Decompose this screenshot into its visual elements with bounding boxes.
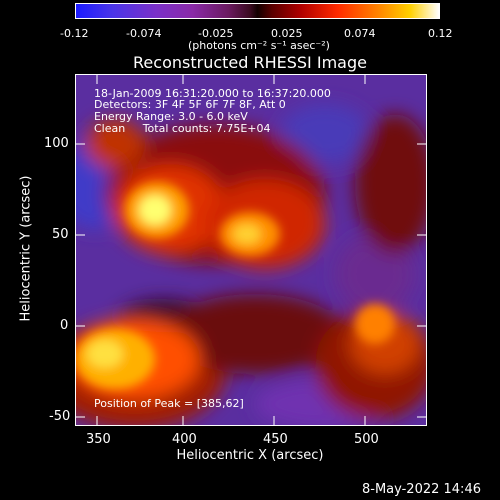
- footer-date: 8-May-2022 14:46: [362, 482, 481, 497]
- overlay-detectors: Detectors: 3F 4F 5F 6F 7F 8F, Att 0: [94, 98, 286, 111]
- x-tick-label: 450: [263, 432, 288, 447]
- colorbar-tick: 0.025: [271, 27, 303, 40]
- colorbar-units: (photons cm⁻² s⁻¹ asec⁻²): [188, 39, 330, 52]
- colorbar-tick: -0.12: [60, 27, 89, 40]
- y-tick-label: 0: [60, 318, 69, 333]
- overlay-peak: Position of Peak = [385,62]: [94, 397, 244, 410]
- y-tick-label: 100: [44, 136, 69, 151]
- x-tick-label: 400: [172, 432, 197, 447]
- y-tick-label: -50: [49, 409, 71, 424]
- colorbar-tick: 0.074: [344, 27, 376, 40]
- x-axis-label: Heliocentric X (arcsec): [176, 448, 324, 463]
- colorbar-tick: -0.025: [198, 27, 234, 40]
- overlay-time: 18-Jan-2009 16:31:20.000 to 16:37:20.000: [94, 87, 331, 100]
- axis-tick-marks: [75, 74, 427, 426]
- overlay-energy: Energy Range: 3.0 - 6.0 keV: [94, 110, 248, 123]
- colorbar-tick: -0.074: [126, 27, 162, 40]
- y-axis-label: Heliocentric Y (arcsec): [18, 175, 34, 322]
- x-tick-label: 500: [354, 432, 379, 447]
- colorbar: [75, 3, 440, 19]
- y-tick-label: 50: [52, 227, 69, 242]
- colorbar-tick: 0.12: [428, 27, 453, 40]
- overlay-clean: Clean Total counts: 7.75E+04: [94, 122, 271, 135]
- rhessi-image: [75, 74, 427, 426]
- x-tick-label: 350: [86, 432, 111, 447]
- plot-title: Reconstructed RHESSI Image: [133, 53, 367, 72]
- plot-frame: [75, 74, 427, 426]
